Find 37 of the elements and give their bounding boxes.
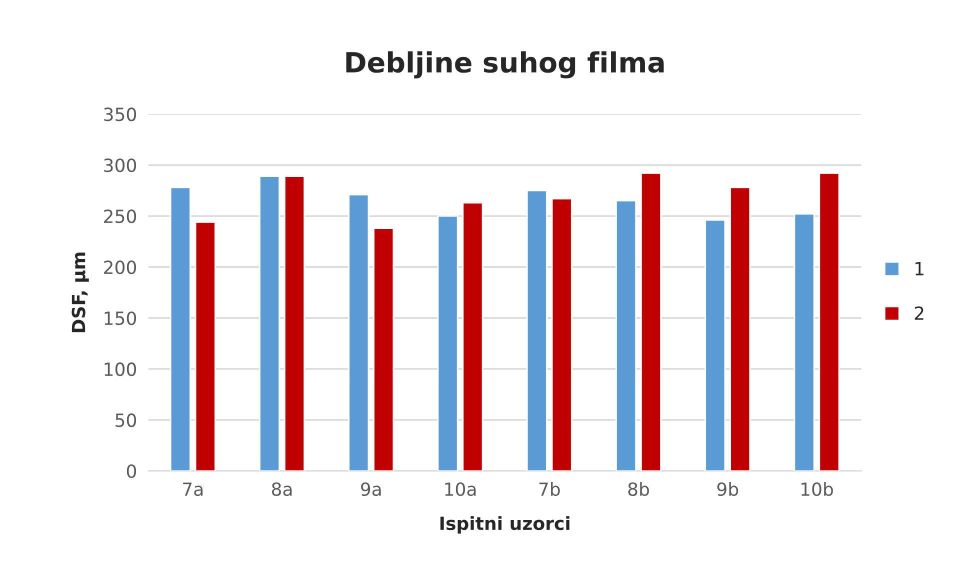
x-tick-label: 7a (183, 482, 203, 496)
bar (259, 176, 280, 471)
bar (194, 221, 216, 471)
y-tick-label: 300 (104, 158, 136, 172)
y-tick-label: 50 (116, 413, 136, 428)
bar (818, 172, 840, 471)
bar (284, 176, 305, 471)
chart-title: Debljine suhog filma (346, 51, 664, 78)
y-axis-title: DSF, µm (72, 252, 89, 332)
x-tick-label: 8b (628, 482, 649, 496)
x-tick-label: 9a (360, 482, 381, 496)
bar (373, 228, 394, 471)
y-tick-label: 350 (104, 108, 136, 122)
y-tick-label: 150 (104, 311, 136, 326)
bar (526, 190, 548, 471)
legend-label: 2 (914, 306, 924, 320)
bar (551, 198, 572, 471)
bar (462, 202, 484, 471)
bar (794, 213, 815, 471)
bar (348, 194, 370, 471)
y-tick-label: 250 (104, 209, 136, 224)
y-tick-label: 100 (104, 362, 136, 376)
bar (704, 219, 726, 471)
y-tick-label: 200 (104, 260, 136, 274)
x-axis-title: Ispitni uzorci (440, 516, 570, 534)
bar (170, 186, 191, 471)
x-tick-label: 10a (445, 482, 476, 496)
x-tick-label: 9b (717, 482, 738, 496)
bar (616, 200, 637, 471)
x-tick-label: 8a (272, 482, 292, 496)
bar (640, 172, 662, 471)
x-tick-label: 10b (802, 482, 833, 496)
x-tick-label: 7b (539, 482, 560, 496)
bar (437, 215, 458, 471)
y-tick-label: 0 (126, 464, 136, 478)
bar (730, 186, 751, 471)
legend-label: 1 (916, 262, 924, 276)
